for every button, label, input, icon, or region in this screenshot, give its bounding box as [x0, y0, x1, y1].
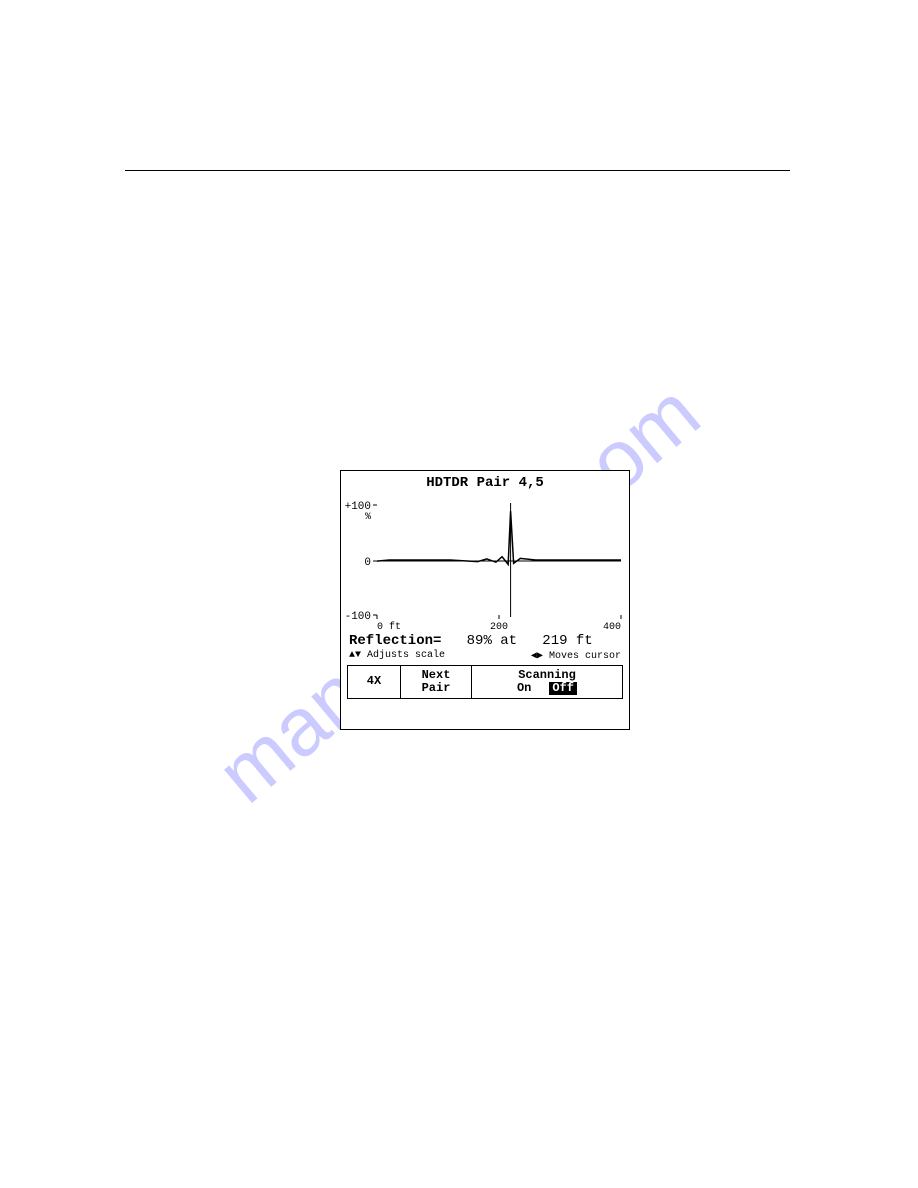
plot-svg: +100 % 0 -100 0 ft 200 400 — [341, 495, 629, 633]
softkey-scanning-off: Off — [549, 682, 577, 695]
hints-row: ▲▼ Adjusts scale ◀▶ Moves cursor — [341, 649, 629, 663]
hint-left: ▲▼ Adjusts scale — [349, 650, 445, 662]
ytick-mid: 0 — [364, 557, 371, 569]
y-unit: % — [365, 512, 371, 523]
device-screen: HDTDR Pair 4,5 +100 % 0 -100 0 ft 200 40… — [340, 470, 630, 730]
leftright-arrows-icon: ◀▶ — [531, 651, 543, 662]
readout-row: Reflection= 89% at 219 ft — [341, 633, 629, 649]
softkey-zoom-label: 4X — [367, 675, 381, 688]
softkey-scanning[interactable]: Scanning On Off — [472, 666, 622, 698]
xtick-1: 200 — [490, 622, 508, 633]
softkey-zoom[interactable]: 4X — [348, 666, 400, 698]
readout-label: Reflection= — [349, 633, 441, 649]
xtick-0: 0 ft — [377, 621, 401, 633]
readout-at: at — [500, 633, 517, 649]
softkey-scanning-on: On — [517, 682, 531, 695]
hint-right-text: Moves cursor — [549, 651, 621, 662]
readout-distance: 219 ft — [542, 633, 592, 649]
softkey-bar: 4X Next Pair Scanning On Off — [347, 665, 623, 699]
xtick-2: 400 — [603, 622, 621, 633]
screen-title: HDTDR Pair 4,5 — [341, 471, 629, 495]
softkey-next-pair[interactable]: Next Pair — [401, 666, 471, 698]
softkey-next-label-2: Pair — [422, 682, 451, 695]
header-divider — [125, 170, 790, 171]
hint-right: ◀▶ Moves cursor — [531, 650, 621, 662]
hint-left-text: Adjusts scale — [367, 650, 445, 661]
hdtdr-plot: +100 % 0 -100 0 ft 200 400 — [341, 495, 629, 633]
readout-value: 89% — [467, 633, 492, 649]
plot-trace — [377, 511, 621, 564]
updown-arrows-icon: ▲▼ — [349, 650, 361, 661]
ytick-bot: -100 — [345, 611, 371, 623]
